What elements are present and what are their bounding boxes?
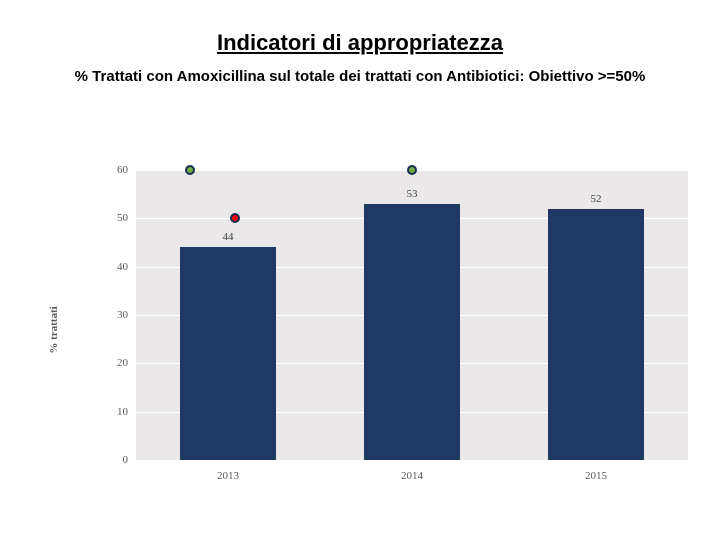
y-tick-label: 10 [88, 406, 128, 418]
marker-point [407, 165, 417, 175]
plot-area: 442013532014522015 [136, 170, 688, 460]
y-tick-label: 20 [88, 357, 128, 369]
chart-bar [548, 209, 644, 460]
main-title: Indicatori di appropriatezza [0, 0, 720, 56]
marker-point [185, 165, 195, 175]
y-tick-label: 40 [88, 261, 128, 273]
chart-area: % trattati 442013532014522015 0102030405… [88, 170, 688, 490]
x-tick-label: 2014 [352, 470, 472, 482]
y-tick-label: 60 [88, 164, 128, 176]
marker-point [230, 213, 240, 223]
x-tick-label: 2013 [168, 470, 288, 482]
data-label: 53 [407, 188, 418, 200]
y-axis-label: % trattati [48, 306, 60, 353]
y-tick-label: 50 [88, 212, 128, 224]
y-tick-label: 0 [88, 454, 128, 466]
slide: Indicatori di appropriatezza % Trattati … [0, 0, 720, 540]
x-tick-label: 2015 [536, 470, 656, 482]
subtitle: % Trattati con Amoxicillina sul totale d… [0, 68, 720, 85]
data-label: 52 [591, 193, 602, 205]
data-label: 44 [223, 231, 234, 243]
y-tick-label: 30 [88, 309, 128, 321]
chart-bar [364, 204, 460, 460]
chart-bar [180, 247, 276, 460]
